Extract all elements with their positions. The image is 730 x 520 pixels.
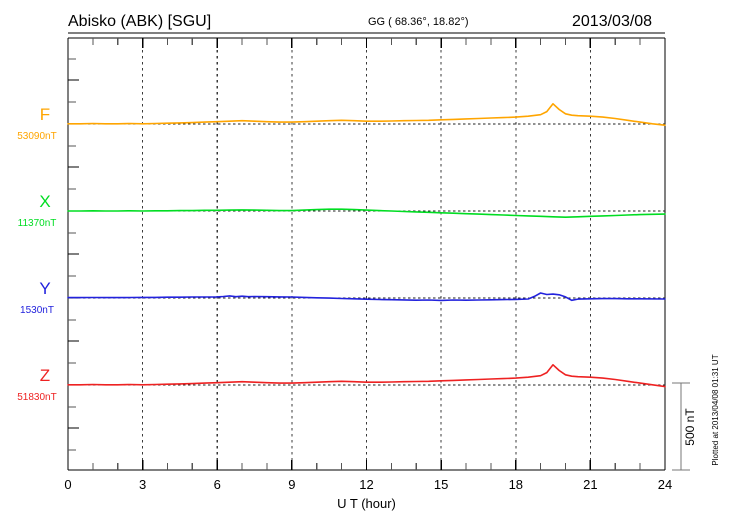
xtick-15: 15 — [434, 477, 448, 492]
xtick-9: 9 — [288, 477, 295, 492]
plotted-at-note: Plotted at 2013/04/08 01:31 UT — [711, 354, 720, 465]
component-baselines — [68, 123, 665, 386]
component-baseline-z: 51830nT — [17, 392, 56, 403]
y-axis-ticks — [68, 58, 79, 451]
vertical-gridlines — [142, 38, 591, 470]
xtick-12: 12 — [359, 477, 373, 492]
xtick-6: 6 — [214, 477, 221, 492]
component-label-z: Z — [40, 366, 50, 385]
trace-x — [67, 208, 666, 218]
trace-z — [67, 364, 666, 388]
trace-y — [67, 292, 666, 302]
xtick-18: 18 — [509, 477, 523, 492]
component-baseline-f: 53090nT — [17, 131, 56, 142]
station-coordinates: GG ( 68.36°, 18.82°) — [368, 16, 469, 28]
x-axis-tick-labels: 0 3 6 9 12 15 18 21 24 — [64, 477, 672, 492]
page-title: Abisko (ABK) [SGU] — [68, 13, 211, 30]
xtick-3: 3 — [139, 477, 146, 492]
observation-date: 2013/03/08 — [572, 13, 652, 30]
xtick-24: 24 — [658, 477, 672, 492]
x-axis-title: U T (hour) — [337, 496, 396, 511]
component-legend-x: X 11370nT — [18, 192, 57, 229]
scale-bar-label: 500 nT — [683, 408, 697, 446]
component-label-y: Y — [39, 279, 50, 298]
component-baseline-x: 11370nT — [18, 218, 57, 229]
trace-f — [67, 103, 666, 126]
component-label-f: F — [40, 105, 50, 124]
xtick-0: 0 — [64, 477, 71, 492]
component-legend-y: Y 1530nT — [20, 279, 54, 316]
component-baseline-y: 1530nT — [20, 305, 54, 316]
component-legend-z: Z 51830nT — [17, 366, 56, 403]
hour-ticks — [92, 38, 641, 470]
component-label-x: X — [39, 192, 50, 211]
xtick-21: 21 — [583, 477, 597, 492]
component-legend-f: F 53090nT — [17, 105, 56, 142]
scale-bar: 500 nT — [672, 382, 697, 471]
